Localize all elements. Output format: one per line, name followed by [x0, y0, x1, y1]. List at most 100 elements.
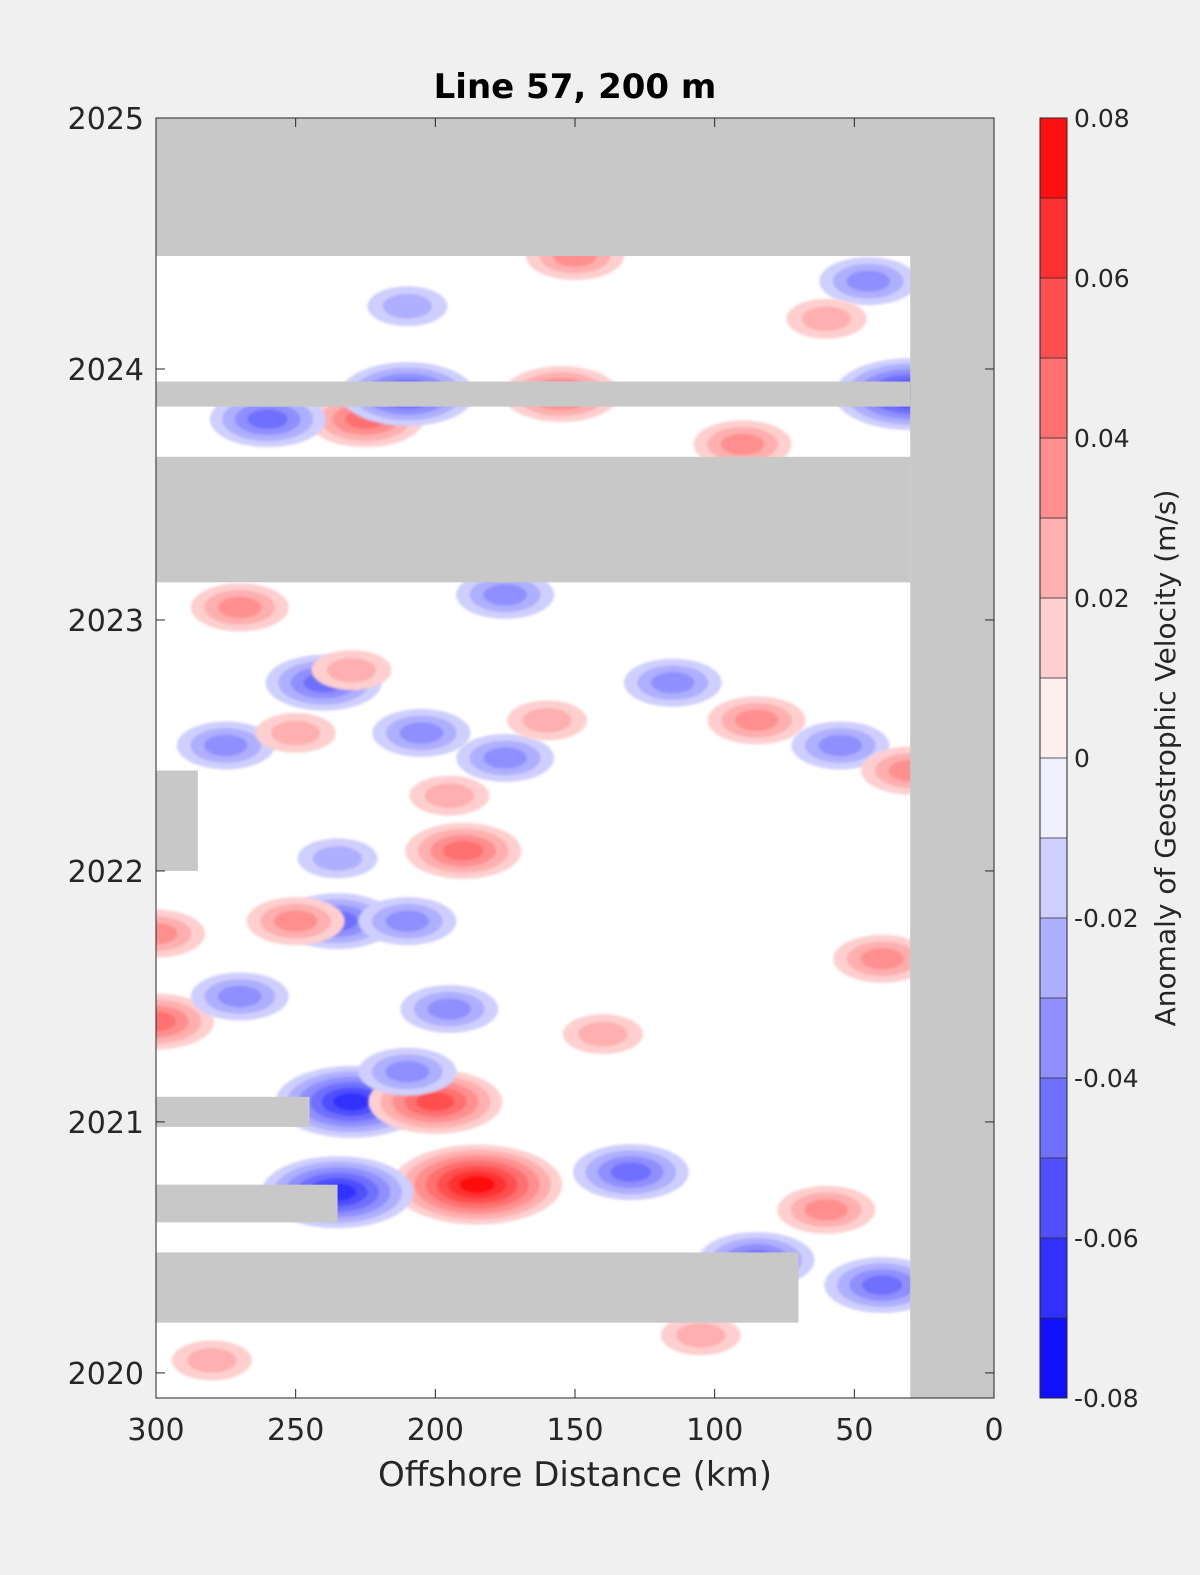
x-tick-label: 150 [546, 1413, 603, 1448]
y-tick-label: 2025 [68, 102, 144, 137]
anomaly-contour [271, 720, 321, 746]
anomaly-blob [368, 1069, 503, 1134]
anomaly-blob [791, 721, 890, 770]
colorbar-band [1040, 838, 1067, 919]
anomaly-contour [416, 1092, 455, 1111]
missing-data-region [156, 1096, 310, 1127]
anomaly-contour [218, 596, 262, 619]
anomaly-blob [786, 298, 867, 339]
colorbar-band [1040, 1318, 1067, 1399]
anomaly-blob [456, 570, 555, 619]
anomaly-contour [273, 910, 318, 932]
anomaly-contour [578, 1021, 628, 1047]
y-tick-label: 2023 [68, 604, 144, 639]
colorbar-ticks: -0.08 -0.06 -0.04 -0.02 0 0.02 0.04 0.06 0.08 [1074, 104, 1139, 1413]
anomaly-blob [190, 583, 289, 632]
colorbar-band [1040, 758, 1067, 839]
anomaly-contour [801, 306, 852, 332]
missing-data-region [156, 381, 911, 407]
anomaly-contour [156, 1011, 177, 1032]
anomaly-blob [400, 984, 499, 1033]
anomaly-blob [507, 700, 588, 741]
anomaly-blob [833, 934, 932, 983]
anomaly-contour [382, 293, 433, 319]
anomaly-blob [255, 712, 336, 753]
anomaly-contour [204, 734, 248, 757]
missing-data-mask [156, 118, 994, 1398]
y-tick-label: 2021 [68, 1106, 144, 1141]
anomaly-contour [424, 783, 474, 808]
anomaly-blob [623, 658, 722, 707]
anomaly-contour [818, 734, 863, 757]
missing-data-region [156, 1252, 799, 1323]
anomaly-blob [405, 822, 522, 879]
anomaly-contour [443, 841, 484, 861]
missing-data-region [156, 770, 198, 871]
y-tick-label: 2024 [68, 353, 144, 388]
anomaly-contour [483, 747, 527, 769]
anomaly-blob [176, 721, 275, 770]
anomaly-blob [358, 897, 457, 946]
anomaly-blob [311, 650, 392, 691]
anomaly-contour [734, 709, 779, 732]
colorbar: -0.08 -0.06 -0.04 -0.02 0 0.02 0.04 0.06 0.08 An… [1039, 104, 1182, 1413]
x-axis-label: Offshore Distance (km) [378, 1455, 772, 1495]
colorbar-band [1040, 1078, 1067, 1159]
anomaly-blob [819, 257, 918, 306]
colorbar-band [1040, 1238, 1067, 1319]
colorbar-tick-label: 0.06 [1074, 264, 1130, 293]
anomaly-blob [660, 1315, 741, 1356]
colorbar-tick-label: -0.02 [1074, 904, 1139, 933]
anomaly-blob [358, 1047, 457, 1096]
x-tick-label: 300 [127, 1413, 184, 1448]
colorbar-band [1040, 678, 1067, 759]
x-tick-label: 50 [835, 1413, 873, 1448]
y-axis: 2020 2021 2022 2023 2024 2025 [68, 102, 994, 1392]
colorbar-tick-label: -0.04 [1074, 1064, 1139, 1093]
anomaly-contour [522, 708, 572, 733]
anomaly-contour [650, 672, 695, 694]
anomaly-blob [372, 708, 471, 757]
anomaly-contour [720, 433, 765, 455]
colorbar-band [1040, 118, 1067, 199]
colorbar-tick-label: -0.08 [1074, 1384, 1139, 1413]
anomaly-contour [846, 270, 891, 292]
plot-area: 300 250 200 150 100 50 0 202020212022202320242… [68, 102, 1004, 1448]
anomaly-blob [156, 993, 214, 1050]
colorbar-tick-label: 0 [1074, 744, 1090, 773]
colorbar-band [1040, 358, 1067, 439]
colorbar-band [1040, 918, 1067, 999]
colorbar-band [1040, 1158, 1067, 1239]
anomaly-blob [190, 972, 289, 1021]
colorbar-band [1040, 598, 1067, 679]
anomaly-contour [610, 1162, 652, 1182]
anomaly-blob [693, 420, 792, 469]
missing-data-region [156, 118, 994, 257]
anomaly-contour [385, 910, 430, 932]
anomaly-contour [676, 1322, 726, 1348]
colorbar-tick-label: -0.06 [1074, 1224, 1139, 1253]
colorbar-tick-label: 0.02 [1074, 584, 1130, 613]
x-tick-label: 200 [407, 1413, 464, 1448]
colorbar-bands [1040, 118, 1067, 1399]
anomaly-blob [707, 696, 806, 745]
anomaly-contour [312, 846, 363, 871]
missing-data-region [910, 118, 994, 1398]
anomaly-contour [862, 1275, 903, 1295]
x-tick-label: 0 [984, 1413, 1003, 1448]
anomaly-contour [326, 657, 377, 683]
anomaly-blob [246, 897, 345, 946]
y-tick-label: 2020 [68, 1357, 144, 1392]
anomaly-contour [156, 923, 178, 945]
anomaly-blob [777, 1185, 876, 1234]
colorbar-band [1040, 518, 1067, 599]
colorbar-band [1040, 198, 1067, 279]
missing-data-region [156, 456, 911, 583]
anomaly-blob [367, 286, 448, 327]
colorbar-tick-label: 0.04 [1074, 424, 1130, 453]
anomaly-contour [333, 1093, 370, 1111]
anomaly-blob [572, 1144, 689, 1201]
anomaly-blob [562, 1014, 643, 1055]
anomaly-contour [804, 1199, 849, 1221]
anomaly-blob [171, 1340, 252, 1381]
